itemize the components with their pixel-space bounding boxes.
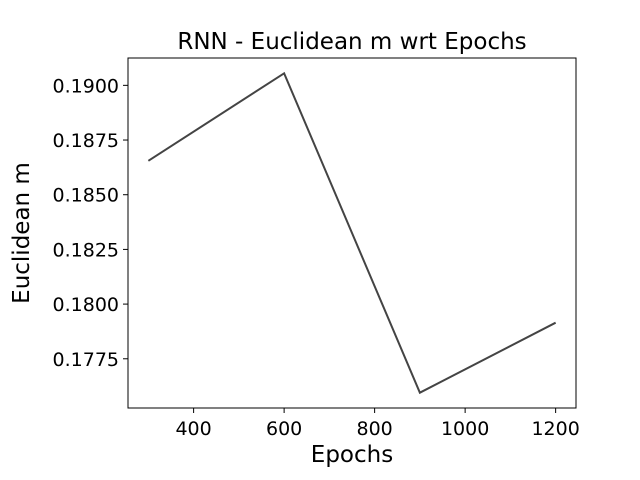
x-axis-label: Epochs (311, 442, 393, 468)
plot-frame (127, 57, 577, 409)
y-axis-label: Euclidean m (9, 162, 35, 304)
x-tick-label: 600 (266, 418, 302, 440)
x-axis: 400 600 800 1000 1200 (175, 408, 580, 440)
x-tick-label: 1000 (441, 418, 489, 440)
y-tick-label: 0.1900 (53, 75, 119, 97)
y-tick-label: 0.1825 (53, 239, 119, 261)
y-axis: 0.1775 0.1800 0.1825 0.1850 0.1875 0.1900 (53, 75, 128, 371)
x-tick-label: 1200 (531, 418, 579, 440)
series-layer (147, 71, 557, 395)
x-tick-label: 400 (175, 418, 211, 440)
series-line (147, 71, 557, 395)
y-tick-label: 0.1800 (53, 294, 119, 316)
y-tick-label: 0.1850 (53, 185, 119, 207)
y-tick-label: 0.1875 (53, 130, 119, 152)
x-tick-label: 800 (356, 418, 392, 440)
y-tick-label: 0.1775 (53, 349, 119, 371)
chart-title: RNN - Euclidean m wrt Epochs (177, 29, 526, 55)
